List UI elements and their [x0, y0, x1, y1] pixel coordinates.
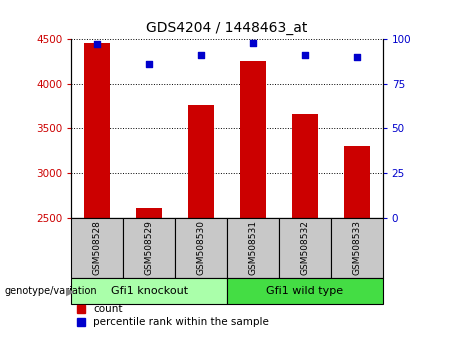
Text: Gfi1 knockout: Gfi1 knockout: [111, 286, 188, 296]
Legend: count, percentile rank within the sample: count, percentile rank within the sample: [77, 304, 269, 327]
Text: GSM508532: GSM508532: [300, 220, 309, 275]
Bar: [124, 218, 175, 278]
Bar: [71, 278, 227, 304]
Bar: [227, 278, 383, 304]
Bar: [175, 218, 227, 278]
Text: GSM508530: GSM508530: [196, 220, 206, 275]
Bar: [136, 208, 162, 218]
Bar: [331, 218, 383, 278]
Text: ▶: ▶: [66, 286, 74, 296]
Text: GSM508529: GSM508529: [145, 220, 154, 275]
Bar: [344, 146, 370, 218]
Point: [249, 40, 257, 45]
Bar: [84, 42, 110, 218]
Bar: [279, 218, 331, 278]
Text: genotype/variation: genotype/variation: [5, 286, 97, 296]
Bar: [188, 105, 214, 218]
Text: GSM508528: GSM508528: [93, 220, 102, 275]
Point: [353, 54, 361, 59]
Bar: [71, 218, 124, 278]
Point: [146, 61, 153, 67]
Bar: [240, 61, 266, 218]
Point: [94, 41, 101, 47]
Title: GDS4204 / 1448463_at: GDS4204 / 1448463_at: [146, 21, 308, 35]
Bar: [292, 114, 318, 218]
Text: GSM508531: GSM508531: [248, 220, 258, 275]
Point: [197, 52, 205, 58]
Bar: [227, 218, 279, 278]
Text: GSM508533: GSM508533: [352, 220, 361, 275]
Text: Gfi1 wild type: Gfi1 wild type: [266, 286, 343, 296]
Point: [301, 52, 308, 58]
